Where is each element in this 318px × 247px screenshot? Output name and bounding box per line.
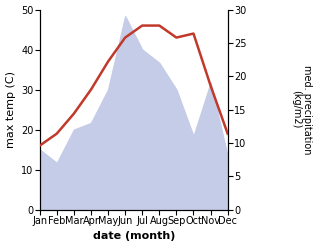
Y-axis label: max temp (C): max temp (C) (5, 71, 16, 148)
X-axis label: date (month): date (month) (93, 231, 175, 242)
Y-axis label: med. precipitation
(kg/m2): med. precipitation (kg/m2) (291, 65, 313, 154)
